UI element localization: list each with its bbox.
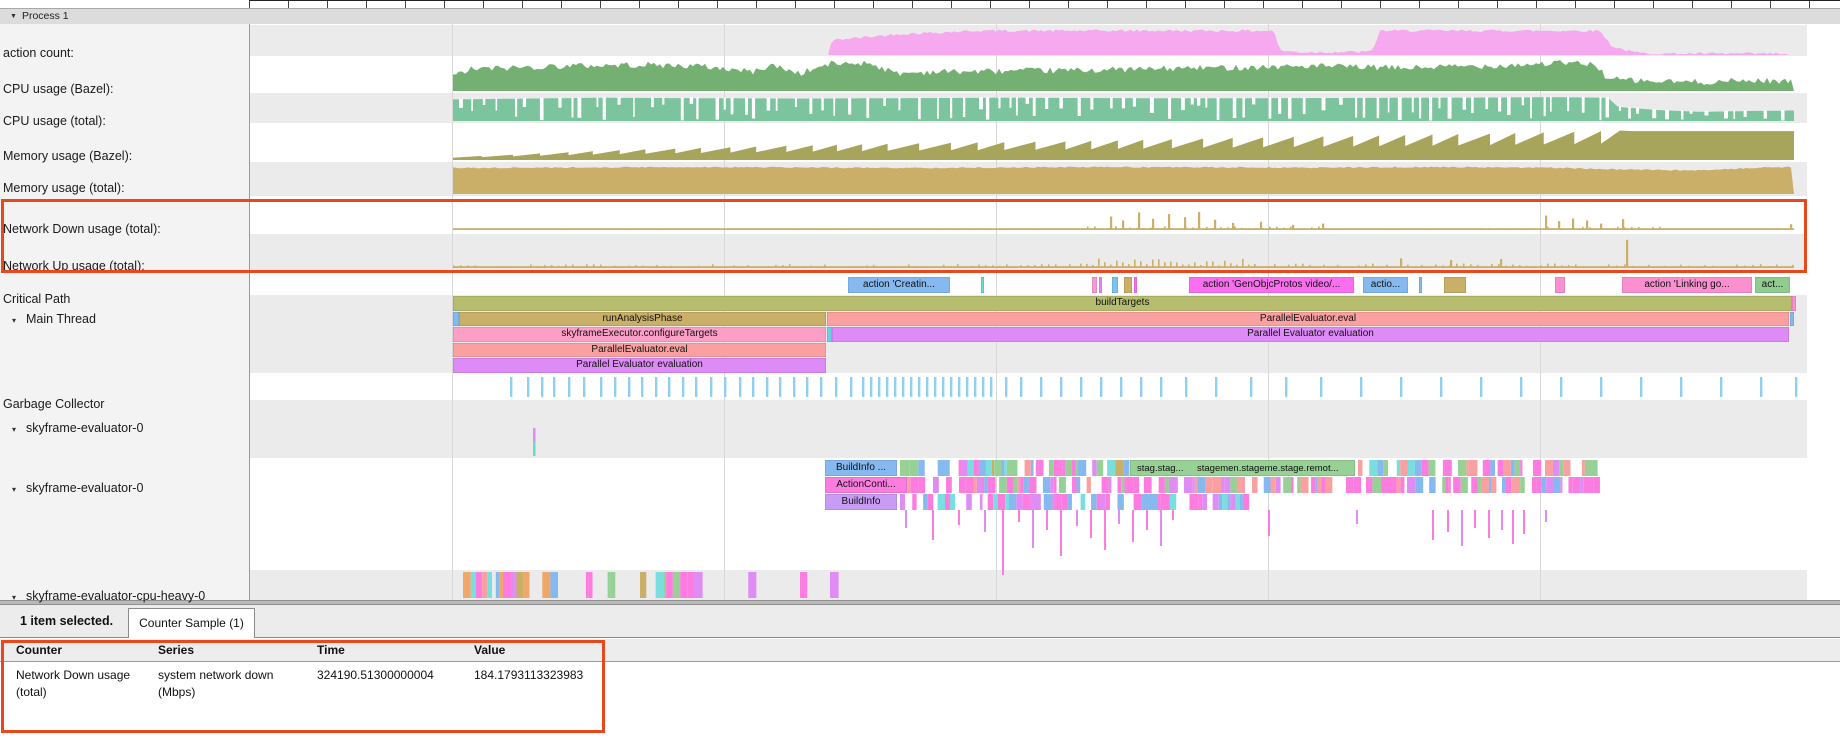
slice-parallelevaluator-eval[interactable]: ParallelEvaluator.eval <box>453 342 826 357</box>
cell-counter: Network Down usage (total) <box>16 668 131 699</box>
track-label-skyframe-evaluator-0[interactable]: ▾ skyframe-evaluator-0 <box>12 421 144 435</box>
slice[interactable] <box>1134 277 1137 293</box>
collapse-arrow-icon: ▼ <box>10 13 17 20</box>
overlapping-slice-label: stagemen.stageme.stage.remot... <box>1197 463 1339 474</box>
col-value: Value <box>474 643 506 657</box>
slice[interactable] <box>1555 277 1565 293</box>
process-title: Process 1 <box>21 10 69 22</box>
slice-runanalysisphase[interactable]: runAnalysisPhase <box>459 311 826 326</box>
track-label-cpu-usage-bazel-[interactable]: CPU usage (Bazel): <box>3 82 114 96</box>
panel-separator[interactable] <box>0 600 1840 605</box>
row-stripe <box>249 400 1807 458</box>
slice[interactable] <box>1112 277 1118 293</box>
slice-parallel-evaluator-evaluation[interactable]: Parallel Evaluator evaluation <box>453 358 826 373</box>
slice[interactable] <box>1092 277 1097 293</box>
col-counter: Counter <box>16 643 62 657</box>
col-time: Time <box>317 643 345 657</box>
collapse-arrow-icon[interactable]: ▾ <box>12 593 17 602</box>
slice[interactable] <box>1099 277 1102 293</box>
collapse-arrow-icon[interactable]: ▾ <box>12 316 17 325</box>
slice-action-linking-go-[interactable]: action 'Linking go... <box>1622 277 1752 293</box>
slice-action-genobjcprotos-video-[interactable]: action 'GenObjcProtos video/... <box>1189 277 1354 293</box>
slice-parallelevaluator-eval[interactable]: ParallelEvaluator.eval <box>827 311 1789 326</box>
slice[interactable] <box>1419 277 1422 293</box>
track-label-skyframe-evaluator-0[interactable]: ▾ skyframe-evaluator-0 <box>12 481 144 495</box>
track-label-panel: action count: CPU usage (Bazel): CPU usage… <box>0 24 250 603</box>
slice-buildinfo-[interactable]: BuildInfo ... <box>825 460 897 476</box>
cell-value: 184.1793113323983 <box>474 668 584 682</box>
track-label-critical-path[interactable]: Critical Path <box>3 292 71 306</box>
track-label-network-up-usage-total-[interactable]: Network Up usage (total): <box>3 259 145 273</box>
slice[interactable] <box>827 327 832 342</box>
slice-parallel-evaluator-evaluation[interactable]: Parallel Evaluator evaluation <box>832 327 1789 342</box>
slice-buildinfo[interactable]: BuildInfo <box>825 494 897 510</box>
sample-table-header: Counter Series Time Value <box>0 639 1840 662</box>
track-label-network-down-usage-total-[interactable]: Network Down usage (total): <box>3 222 161 236</box>
track-label-memory-usage-total-[interactable]: Memory usage (total): <box>3 181 125 195</box>
track-label-skyframe-evaluator-cpu-heavy-0[interactable]: ▾ skyframe-evaluator-cpu-heavy-0 <box>12 589 206 603</box>
chart-area[interactable]: action 'Creatin... action 'GenObjcProtos … <box>249 24 1840 600</box>
col-series: Series <box>158 643 195 657</box>
track-label-action-count-[interactable]: action count: <box>3 46 74 60</box>
collapse-arrow-icon[interactable]: ▾ <box>12 485 17 494</box>
slice[interactable] <box>1790 311 1794 326</box>
slice[interactable] <box>981 277 984 293</box>
cell-time: 324190.51300000004 <box>317 668 434 682</box>
track-label-memory-usage-bazel-[interactable]: Memory usage (Bazel): <box>3 149 133 163</box>
slice-actio-[interactable]: actio... <box>1363 277 1408 293</box>
tab-counter-sample[interactable]: Counter Sample (1) <box>128 608 255 638</box>
sample-table-row[interactable]: Network Down usage (total) system networ… <box>0 667 1840 707</box>
slice[interactable] <box>1444 277 1466 293</box>
slice[interactable] <box>453 311 459 326</box>
slice-actionconti-[interactable]: ActionConti... <box>825 477 907 493</box>
slice[interactable] <box>1130 460 1355 476</box>
slice-buildtargets[interactable]: buildTargets <box>453 296 1792 311</box>
track-label-cpu-usage-total-[interactable]: CPU usage (total): <box>3 114 106 128</box>
bottom-tab-bar: 1 item selected. Counter Sample (1) <box>0 605 1840 638</box>
time-gridline <box>452 24 453 600</box>
timeline-ruler[interactable] <box>249 0 1840 9</box>
overlapping-slice-label: stag.stag... <box>1137 463 1184 474</box>
slice[interactable] <box>1792 296 1796 311</box>
track-label-main-thread[interactable]: ▾ Main Thread <box>12 312 96 326</box>
selection-status: 1 item selected. <box>20 614 114 628</box>
cell-series: system network down (Mbps) <box>158 668 274 699</box>
track-area: action 'Creatin... action 'GenObjcProtos … <box>0 24 1840 603</box>
track-label-garbage-collector[interactable]: Garbage Collector <box>3 397 105 411</box>
counter-charts-canvas[interactable] <box>249 24 1807 600</box>
slice-skyframeexecutor-configuretargets[interactable]: skyframeExecutor.configureTargets <box>453 327 826 342</box>
slice-act-[interactable]: act... <box>1755 277 1790 293</box>
slice-action-creatin-[interactable]: action 'Creatin... <box>848 277 950 293</box>
slice[interactable] <box>1124 277 1132 293</box>
collapse-arrow-icon[interactable]: ▾ <box>12 425 17 434</box>
